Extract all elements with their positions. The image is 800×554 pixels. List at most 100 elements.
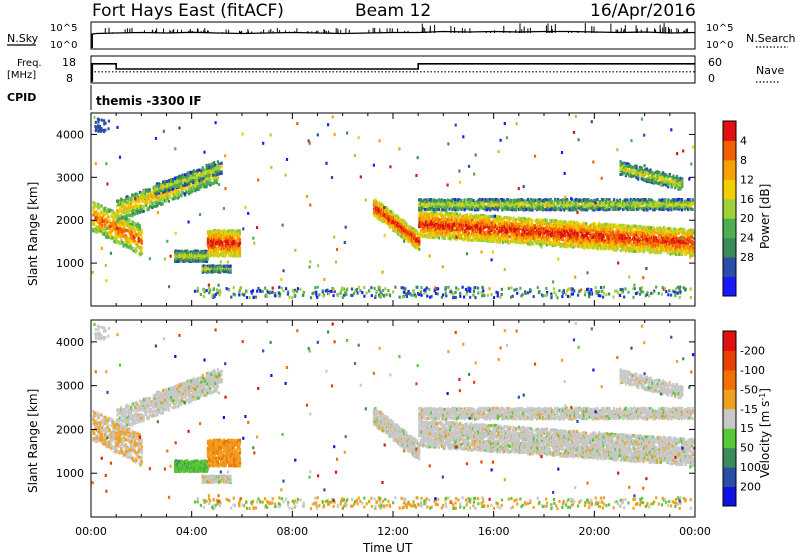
- power-echo: [220, 236, 223, 240]
- power-echo: [526, 225, 530, 229]
- power-echo: [174, 249, 177, 253]
- power-echo: [210, 269, 213, 273]
- power-echo: [418, 210, 421, 214]
- power-echo: [213, 270, 216, 274]
- power-echo: [424, 234, 427, 238]
- power-echo: [211, 249, 214, 253]
- power-echo: [185, 189, 188, 193]
- power-echo: [542, 227, 545, 231]
- power-echo: [216, 250, 219, 254]
- power-echo: [166, 191, 169, 195]
- power-echo: [203, 269, 206, 273]
- power-echo: [99, 221, 102, 225]
- power-echo: [157, 189, 161, 193]
- power-echo: [125, 243, 128, 247]
- power-echo: [237, 247, 240, 251]
- power-echo: [228, 233, 231, 237]
- power-echo: [428, 223, 431, 226]
- power-echo: [238, 244, 241, 248]
- nave-ytick-bottom: 0: [708, 72, 715, 85]
- power-echo: [475, 226, 478, 230]
- power-echo: [172, 193, 175, 197]
- power-echo: [142, 195, 145, 199]
- power-echo: [119, 228, 122, 231]
- power-echo: [121, 210, 124, 213]
- power-echo: [481, 218, 484, 222]
- power-echo: [428, 225, 431, 229]
- power-echo: [122, 210, 125, 214]
- power-echo: [220, 165, 223, 169]
- power-echo: [221, 231, 224, 235]
- power-echo: [138, 240, 141, 243]
- power-echo: [210, 182, 213, 185]
- power-echo: [455, 212, 459, 216]
- power-echo: [232, 254, 235, 258]
- power-echo: [118, 217, 121, 220]
- power-echo: [461, 219, 464, 223]
- power-echo: [123, 243, 126, 247]
- power-echo: [236, 232, 239, 235]
- power-echo: [453, 234, 456, 238]
- power-echo: [517, 229, 520, 233]
- power-echo: [449, 216, 453, 220]
- power-echo: [541, 230, 544, 234]
- power-echo: [206, 266, 209, 270]
- power-echo: [127, 198, 130, 202]
- power-echo: [201, 181, 204, 185]
- power-echo: [172, 180, 175, 184]
- power-echo: [162, 198, 165, 202]
- freq-label-line1: Freq.: [17, 58, 42, 69]
- power-echo: [403, 225, 406, 229]
- power-echo: [215, 178, 218, 182]
- power-echo: [507, 234, 510, 238]
- power-echo: [148, 194, 152, 198]
- power-echo: [376, 209, 379, 213]
- power-echo: [123, 235, 126, 239]
- power-echo: [471, 230, 474, 234]
- power-echo: [230, 250, 233, 254]
- power-echo: [488, 218, 491, 222]
- power-echo: [229, 269, 232, 273]
- power-echo: [128, 208, 131, 212]
- power-echo: [178, 179, 181, 183]
- power-echo: [447, 237, 450, 241]
- power-echo: [188, 181, 191, 185]
- power-echo: [211, 264, 214, 268]
- power-echo: [227, 231, 230, 235]
- power-echo: [480, 235, 483, 239]
- power-echo: [425, 227, 428, 231]
- power-echo: [142, 204, 145, 208]
- power-echo: [194, 172, 197, 176]
- power-echo: [554, 234, 557, 238]
- power-echo: [457, 218, 460, 221]
- power-echo: [122, 224, 125, 228]
- power-echo: [153, 204, 157, 208]
- power-echo: [155, 194, 158, 198]
- power-echo: [140, 231, 143, 235]
- power-echo: [150, 199, 153, 203]
- power-echo: [128, 206, 131, 209]
- power-echo: [491, 220, 494, 224]
- power-echo: [467, 229, 470, 233]
- power-echo: [103, 208, 106, 212]
- power-echo: [512, 223, 515, 227]
- power-echo: [529, 239, 533, 243]
- power-echo: [552, 223, 555, 226]
- power-echo: [172, 185, 175, 189]
- power-echo: [181, 191, 184, 194]
- power-echo: [421, 222, 425, 226]
- power-echo: [155, 184, 159, 188]
- cpid-value: themis -3300 IF: [96, 94, 202, 108]
- power-echo: [165, 193, 168, 197]
- power-echo: [545, 230, 548, 234]
- power-echo: [133, 239, 136, 243]
- power-echo: [546, 238, 549, 242]
- power-echo: [151, 191, 154, 195]
- power-echo: [386, 208, 389, 212]
- power-echo: [128, 241, 131, 245]
- power-echo: [103, 227, 106, 230]
- power-echo: [132, 249, 135, 253]
- power-echo: [122, 205, 125, 209]
- power-echo: [488, 230, 491, 234]
- power-echo: [94, 203, 97, 206]
